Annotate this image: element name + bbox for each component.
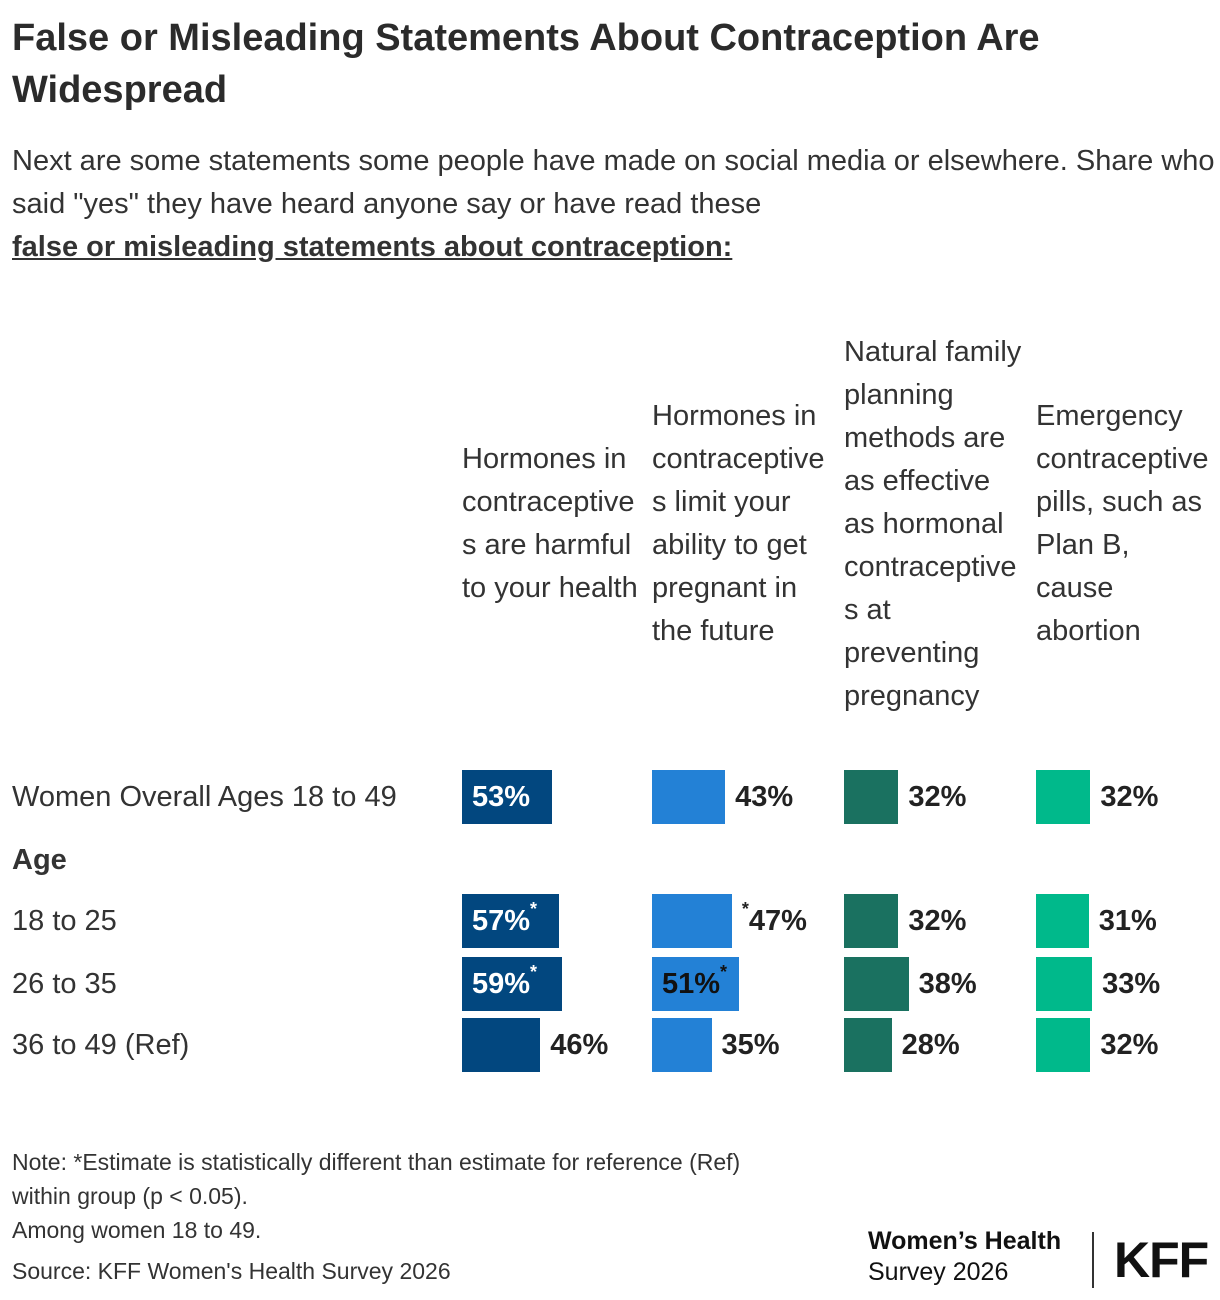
brand-line: Survey 2026 (868, 1258, 1009, 1286)
bar (1036, 1018, 1091, 1072)
title: False or Misleading Statements About Con… (12, 17, 1040, 111)
bar (462, 894, 559, 948)
value-label: 53% (472, 781, 531, 813)
note: within group (p < 0.05). (12, 1183, 248, 1209)
value-label: *47% (741, 899, 807, 937)
subtitle-emphasis: false or misleading statements about con… (12, 231, 733, 263)
column-header: Emergency contraceptive pills, such as P… (1036, 400, 1209, 647)
subtitle: Next are some statements some people hav… (12, 145, 1215, 220)
bar (1036, 894, 1089, 948)
bar (1036, 957, 1093, 1011)
value-label: 35% (721, 1029, 780, 1061)
brand-line: Women’s Health (868, 1227, 1062, 1255)
note: Among women 18 to 49. (12, 1217, 262, 1243)
value-label: 32% (1100, 1029, 1159, 1061)
column-header: Hormones in contraceptives limit your ab… (652, 400, 825, 647)
value-label: 31% (1098, 905, 1157, 937)
separator (1092, 1232, 1094, 1288)
value-label: 32% (1100, 781, 1159, 813)
row-label: 26 to 35 (12, 968, 117, 1000)
column-header: Natural family planning methods are as e… (844, 335, 1022, 712)
row-label: Women Overall Ages 18 to 49 (12, 781, 397, 813)
value-label: 59%* (472, 962, 538, 1000)
value-label: 38% (918, 968, 977, 1000)
value-label: 32% (908, 781, 967, 813)
bar (1036, 770, 1091, 824)
bar (652, 957, 739, 1011)
brand: Women’s Health Survey 2026 (868, 1226, 1061, 1288)
bar (844, 957, 909, 1011)
bar (462, 957, 563, 1011)
row-label: Age (12, 844, 67, 876)
bar (652, 894, 732, 948)
value-label: 32% (908, 905, 967, 937)
note: Note: *Estimate is statistically differe… (12, 1149, 741, 1175)
bar (652, 1018, 712, 1072)
value-label: 33% (1102, 968, 1161, 1000)
value-label: 43% (735, 781, 794, 813)
value-label: 51%* (662, 962, 728, 1000)
value-label: 28% (901, 1029, 960, 1061)
value-label: 46% (550, 1029, 609, 1061)
bar (844, 894, 899, 948)
bar (462, 770, 553, 824)
row-label: 18 to 25 (12, 905, 117, 937)
bar (844, 1018, 892, 1072)
logo: KFF (1114, 1232, 1209, 1288)
row-label: 36 to 49 (Ref) (12, 1029, 190, 1061)
value-label: 57%* (472, 899, 538, 937)
bar (462, 1018, 541, 1072)
subtitle-block: Next are some statements some people hav… (12, 140, 1220, 269)
bar (844, 770, 899, 824)
note: Source: KFF Women's Health Survey 2026 (12, 1258, 451, 1284)
column-header: Hormones in contraceptives are harmful t… (462, 443, 638, 604)
bar (652, 770, 726, 824)
